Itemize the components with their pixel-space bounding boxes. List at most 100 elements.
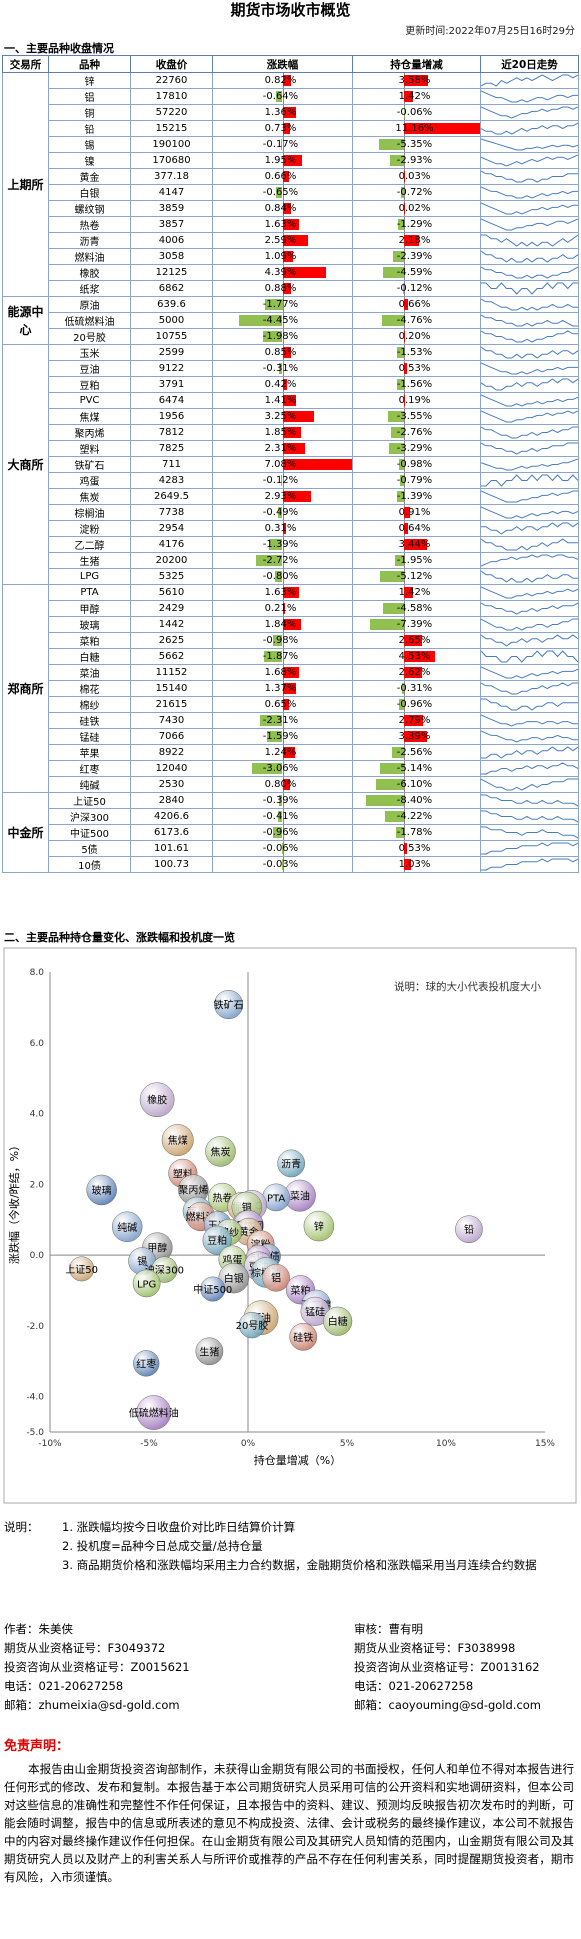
table-row: 橡胶 12125 4.39% -4.59% bbox=[3, 264, 579, 281]
oi-change-value: 2.62% bbox=[398, 667, 431, 678]
trend-sparkline bbox=[480, 648, 579, 665]
change-value: -3.06% bbox=[262, 763, 299, 774]
change-cell: -0.12% bbox=[212, 472, 353, 489]
bubble-label: 菜油 bbox=[290, 1190, 310, 1203]
author-email[interactable]: 邮箱：zhumeixia@sd-gold.com bbox=[4, 1698, 180, 1712]
oi-change-bar bbox=[391, 427, 404, 438]
close-price: 3857 bbox=[130, 216, 213, 233]
close-price: 2840 bbox=[130, 792, 213, 809]
oi-change-bar bbox=[403, 299, 409, 310]
oi-axis bbox=[403, 409, 405, 424]
trend-sparkline bbox=[480, 856, 579, 873]
oi-change-value: -2.39% bbox=[396, 251, 433, 262]
oi-change-cell: -4.58% bbox=[352, 600, 481, 617]
bubble-label: 锰硅 bbox=[305, 1305, 325, 1318]
table-row: 棉花 15140 1.37% -0.31% bbox=[3, 680, 579, 697]
oi-axis bbox=[403, 441, 405, 456]
trend-sparkline bbox=[480, 296, 579, 313]
oi-change-bar bbox=[382, 315, 404, 326]
change-axis bbox=[282, 89, 284, 104]
table-row: LPG 5325 -0.80% -5.12% bbox=[3, 568, 579, 585]
oi-change-cell: -1.78% bbox=[352, 824, 481, 841]
contract-name: 10债 bbox=[48, 856, 131, 873]
change-cell: -0.17% bbox=[212, 136, 353, 153]
table-header-row: 交易所 品种 收盘价 涨跌幅 持仓量增减 近20日走势 bbox=[2, 55, 579, 73]
y-tick-label: -4.0 bbox=[26, 1393, 44, 1403]
change-bar bbox=[282, 443, 306, 454]
change-cell: -1.59% bbox=[212, 728, 353, 745]
change-bar bbox=[282, 427, 301, 438]
contract-name: 铝 bbox=[48, 88, 131, 105]
scatter-bubble bbox=[133, 1350, 160, 1377]
table-row: 锰硅 7066 -1.59% 3.39% bbox=[3, 728, 579, 745]
oi-change-value: 0.64% bbox=[398, 523, 431, 534]
oi-axis bbox=[403, 473, 405, 488]
table-row: 20号胶 10755 -1.98% 0.20% bbox=[3, 328, 579, 345]
change-bar bbox=[252, 763, 283, 774]
quotes-table: 交易所 品种 收盘价 涨跌幅 持仓量增减 近20日走势 上期所锌 22760 0.8… bbox=[2, 55, 579, 873]
table-row: 焦煤 1956 3.25% -3.55% bbox=[3, 408, 579, 425]
contract-name: 铁矿石 bbox=[48, 456, 131, 473]
oi-axis bbox=[403, 217, 405, 232]
oi-change-value: -0.96% bbox=[396, 699, 433, 710]
contract-name: 生猪 bbox=[48, 552, 131, 569]
reviewer-license: 期货从业资格证号：F3038998 bbox=[354, 1641, 516, 1655]
change-bar bbox=[255, 555, 283, 566]
trend-sparkline bbox=[480, 776, 579, 793]
oi-change-value: -2.93% bbox=[396, 155, 433, 166]
oi-change-value: 0.53% bbox=[398, 363, 431, 374]
change-cell: 2.59% bbox=[212, 232, 353, 249]
scatter-bubble bbox=[202, 1225, 232, 1255]
change-value: -0.17% bbox=[262, 139, 299, 150]
change-axis bbox=[282, 473, 284, 488]
trend-sparkline bbox=[480, 376, 579, 393]
oi-change-value: 4.53% bbox=[398, 651, 431, 662]
contract-name: 铜 bbox=[48, 104, 131, 121]
contract-name: 5债 bbox=[48, 840, 131, 857]
oi-change-cell: -1.53% bbox=[352, 344, 481, 361]
bubble-label: 铜 bbox=[242, 1202, 252, 1214]
trend-sparkline bbox=[480, 440, 579, 457]
trend-sparkline bbox=[480, 216, 579, 233]
change-cell: -0.41% bbox=[212, 808, 353, 825]
trend-sparkline bbox=[480, 696, 579, 713]
oi-axis bbox=[403, 201, 405, 216]
scatter-bubble bbox=[200, 1276, 226, 1302]
trend-sparkline bbox=[480, 600, 579, 617]
oi-axis bbox=[403, 265, 405, 280]
change-axis bbox=[282, 313, 284, 328]
table-row: 铅 15215 0.73% 11.16% bbox=[3, 120, 579, 137]
contract-name: 菜粕 bbox=[48, 632, 131, 649]
contract-name: 低硫燃料油 bbox=[48, 312, 131, 329]
change-value: -0.41% bbox=[262, 811, 299, 822]
y-tick-label: -2.0 bbox=[26, 1322, 44, 1332]
change-value: 1.36% bbox=[264, 107, 297, 118]
contract-name: 锰硅 bbox=[48, 728, 131, 745]
oi-change-cell: 1.03% bbox=[352, 856, 481, 873]
oi-change-value: 3.44% bbox=[398, 539, 431, 550]
disclaimer-body: 本报告由山金期货投资咨询部制作，未获得山金期货有限公司的书面授权，任何人和单位不… bbox=[4, 1762, 574, 1884]
change-bar bbox=[279, 363, 283, 374]
oi-change-value: 2.79% bbox=[398, 715, 431, 726]
oi-change-bar bbox=[403, 235, 419, 246]
close-price: 17810 bbox=[130, 88, 213, 105]
close-price: 2599 bbox=[130, 344, 213, 361]
close-price: 4283 bbox=[130, 472, 213, 489]
oi-change-value: 11.16% bbox=[395, 123, 434, 134]
reviewer-email[interactable]: 邮箱：caoyouming@sd-gold.com bbox=[354, 1698, 542, 1712]
bubble-label: 铝 bbox=[271, 1273, 281, 1285]
change-value: -0.12% bbox=[262, 475, 299, 486]
oi-change-bar bbox=[394, 555, 404, 566]
table-row: 棉纱 21615 0.65% -0.96% bbox=[3, 696, 579, 713]
change-axis bbox=[282, 185, 284, 200]
table-body: 上期所锌 22760 0.82% 3.58% 铝 17810 -0.64% 1.42% 铜 572… bbox=[2, 72, 579, 873]
close-price: 11152 bbox=[130, 664, 213, 681]
trend-sparkline bbox=[480, 392, 579, 409]
y-tick-label: 0.0 bbox=[30, 1251, 45, 1261]
contract-name: 锡 bbox=[48, 136, 131, 153]
header-exchange: 交易所 bbox=[2, 55, 49, 73]
x-axis-label: 持仓量增减（%） bbox=[254, 1453, 341, 1467]
oi-axis bbox=[403, 313, 405, 328]
table-row: 甲醇 2429 0.21% -4.58% bbox=[3, 600, 579, 617]
y-axis-label: 涨跌幅（今收/昨结，%） bbox=[7, 1140, 21, 1264]
